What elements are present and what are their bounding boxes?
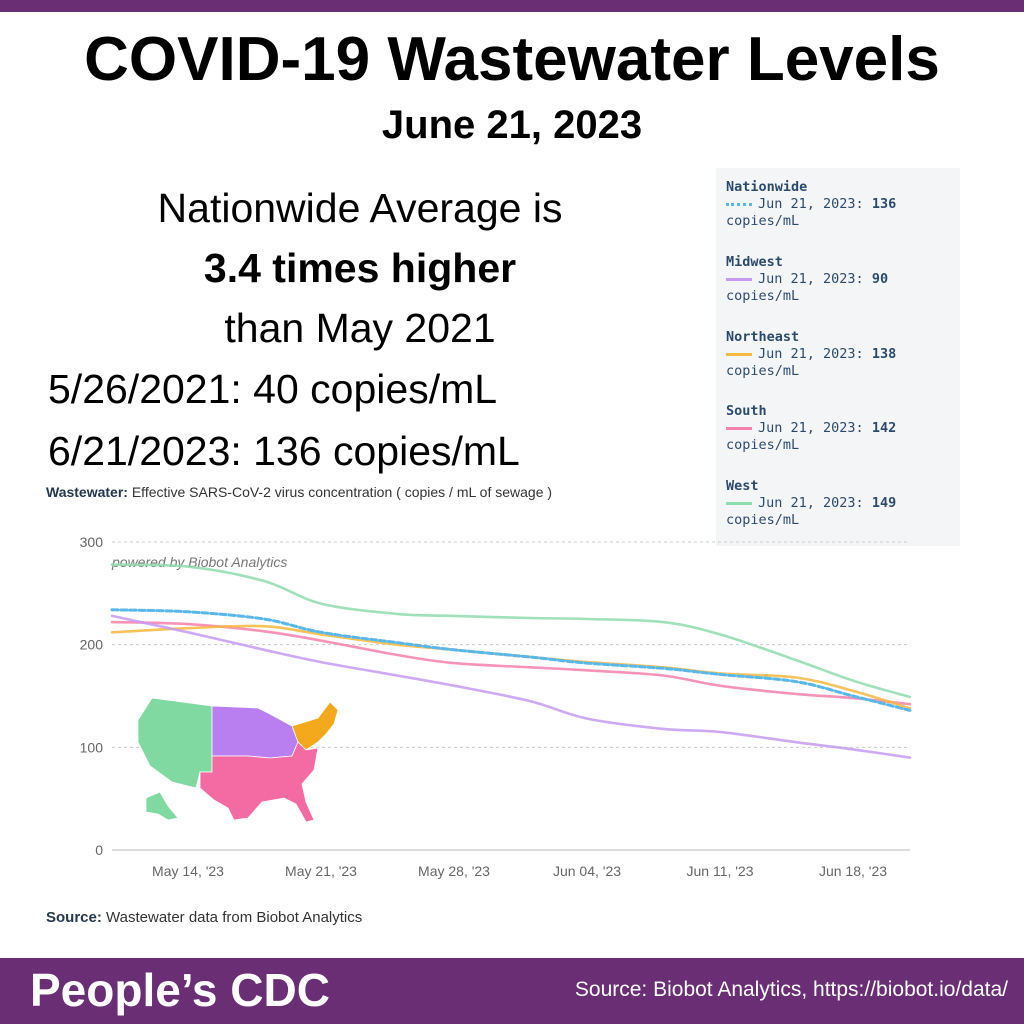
x-tick-label: May 21, '23 (285, 863, 357, 879)
stats-line1: 5/26/2021: 40 copies/mL (48, 366, 498, 412)
y-tick-label: 0 (95, 842, 103, 858)
tooltip-unit: copies/mL (726, 288, 800, 304)
tooltip-entry-nationwide: Nationwide Jun 21, 2023: 136 copies/mL (726, 178, 896, 230)
x-tick-label: Jun 04, '23 (553, 863, 621, 879)
legend-swatch-south (726, 426, 752, 430)
page-title: COVID-19 Wastewater Levels (84, 25, 940, 94)
chart-label-text: Effective SARS-CoV-2 virus concentration… (127, 484, 553, 500)
peoples-cdc-logo: People’s CDC (30, 964, 330, 1016)
legend-swatch-midwest (726, 277, 752, 281)
tooltip-unit: copies/mL (726, 213, 800, 229)
map-region-south (199, 741, 319, 823)
legend-swatch-west (726, 501, 752, 505)
chart-label-bold: Wastewater: (46, 484, 128, 500)
chart-grid: 0 100 200 300 (80, 534, 910, 858)
y-tick-label: 200 (80, 637, 104, 653)
tooltip-date: Jun 21, 2023: (758, 271, 864, 287)
series-line-west (110, 563, 912, 699)
tooltip-value: 138 (871, 346, 897, 362)
tooltip-value: 90 (871, 271, 889, 287)
tooltip-region: West (726, 478, 759, 494)
x-tick-label: May 14, '23 (152, 863, 224, 879)
tooltip-entry-northeast: Northeast Jun 21, 2023: 138 copies/mL (726, 328, 896, 380)
footer-source: Source: Biobot Analytics, https://biobot… (574, 978, 1008, 1001)
tooltip-entry-south: South Jun 21, 2023: 142 copies/mL (726, 402, 896, 454)
x-tick-label: May 28, '23 (418, 863, 490, 879)
chart-source-bold: Source: (46, 909, 102, 926)
tooltip-entry-west: West Jun 21, 2023: 149 copies/mL (726, 477, 896, 529)
tooltip-region: Northeast (726, 329, 800, 345)
tooltip-date: Jun 21, 2023: (758, 346, 864, 362)
footer-bar (0, 958, 1024, 1024)
y-tick-label: 300 (80, 534, 104, 550)
tooltip-region: South (726, 403, 767, 419)
y-tick-label: 100 (80, 739, 104, 755)
tooltip-unit: copies/mL (726, 437, 800, 453)
chart-source: Source: Wastewater data from Biobot Anal… (46, 909, 362, 926)
chart-label: Wastewater: Effective SARS-CoV-2 virus c… (46, 484, 552, 500)
series-line-south (110, 620, 912, 706)
x-axis-ticks: May 14, '23 May 21, '23 May 28, '23 Jun 04,… (152, 863, 887, 879)
stats: 5/26/2021: 40 copies/mL 6/21/2023: 136 c… (48, 358, 520, 482)
tooltip-value: 149 (871, 495, 897, 511)
headline: Nationwide Average is 3.4 times higher t… (60, 178, 660, 358)
legend-swatch-northeast (726, 352, 752, 356)
us-regions-map (137, 697, 339, 823)
map-region-alaska (145, 791, 179, 821)
headline-line3: than May 2021 (224, 305, 496, 351)
x-tick-label: Jun 11, '23 (686, 863, 753, 879)
top-bar (0, 0, 1024, 12)
tooltip-unit: copies/mL (726, 512, 800, 528)
chart-source-text: Wastewater data from Biobot Analytics (101, 909, 363, 926)
tooltip-value: 136 (871, 196, 897, 212)
tooltip-value: 142 (871, 420, 897, 436)
chart-tooltip: Nationwide Jun 21, 2023: 136 copies/mL M… (716, 168, 960, 546)
headline-line1: Nationwide Average is (157, 185, 563, 231)
page-date: June 21, 2023 (381, 103, 643, 147)
tooltip-entry-midwest: Midwest Jun 21, 2023: 90 copies/mL (726, 253, 888, 305)
series-line-nationwide (110, 608, 912, 712)
legend-swatch-nationwide (726, 202, 752, 206)
map-region-midwest (211, 705, 299, 759)
tooltip-region: Midwest (726, 254, 783, 270)
headline-line2: 3.4 times higher (203, 245, 517, 291)
tooltip-region: Nationwide (726, 179, 808, 195)
x-tick-label: Jun 18, '23 (819, 863, 887, 879)
tooltip-unit: copies/mL (726, 363, 800, 379)
tooltip-date: Jun 21, 2023: (758, 196, 864, 212)
series-line-midwest (110, 614, 912, 759)
tooltip-date: Jun 21, 2023: (758, 420, 864, 436)
tooltip-date: Jun 21, 2023: (758, 495, 864, 511)
chart-series (110, 563, 912, 759)
stats-line2: 6/21/2023: 136 copies/mL (48, 428, 520, 474)
